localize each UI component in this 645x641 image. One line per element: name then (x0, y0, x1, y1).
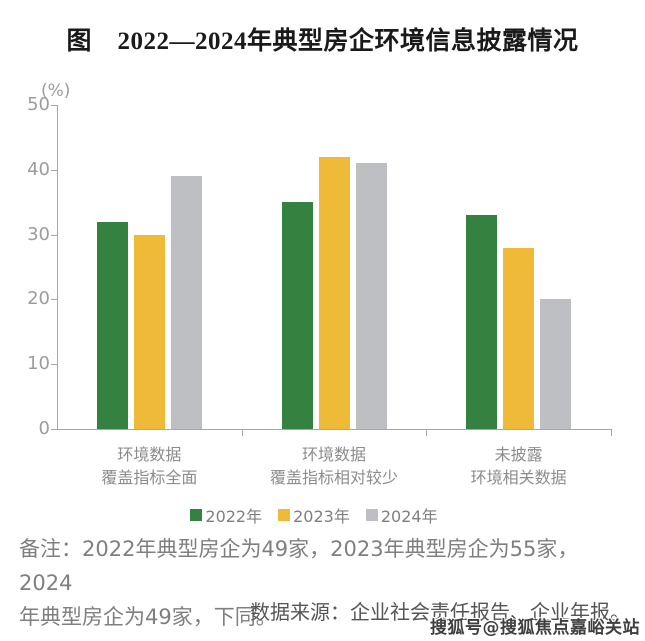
footnote-line-1: 备注：2022年典型房企为49家，2023年典型房企为55家，2024 (19, 537, 579, 595)
bar-2024年-group1 (170, 176, 202, 429)
x-category-label-line: 覆盖指标全面 (101, 468, 198, 487)
x-tick (426, 429, 428, 436)
x-axis-line (57, 429, 612, 430)
bar-2023年-group1 (133, 235, 165, 429)
y-tick (51, 364, 57, 366)
x-category-label-line: 环境相关数据 (470, 468, 567, 487)
legend-label: 2024年 (380, 507, 438, 526)
legend-item-2023年: 2023年 (278, 503, 350, 527)
bar-2022年-group3 (466, 215, 498, 429)
y-tick (51, 429, 57, 430)
footnote: 备注：2022年典型房企为49家，2023年典型房企为55家，2024 年典型房… (19, 532, 631, 634)
legend-item-2024年: 2024年 (365, 503, 438, 527)
x-category-label: 未披露 环境相关数据 (426, 443, 611, 489)
bar-2023年-group3 (503, 248, 535, 429)
chart-legend: 2022年 2023年 2024年 (37, 503, 591, 527)
watermark: 搜狐号@搜狐焦点嘉峪关站 (430, 618, 640, 638)
y-axis-line (57, 105, 58, 430)
chart-title: 图 2022—2024年典型房企环境信息披露情况 (66, 28, 579, 55)
bar-2024年-group2 (355, 163, 387, 429)
y-tick-label: 0 (38, 418, 50, 439)
y-tick (51, 299, 57, 301)
y-tick (51, 234, 57, 236)
y-tick-label: 20 (27, 288, 50, 310)
legend-label: 2022年 (205, 507, 263, 526)
bar-2022年-group1 (96, 222, 128, 429)
y-tick-label: 40 (27, 158, 50, 180)
bar-2022年-group2 (281, 202, 313, 429)
x-category-label: 环境数据覆盖指标相对较少 (242, 443, 427, 489)
x-tick (241, 429, 243, 436)
legend-swatch (365, 509, 378, 521)
legend-swatch (190, 509, 203, 521)
x-category-label-line: 覆盖指标相对较少 (269, 468, 398, 487)
plot-area: 0 10 20 30 40 50 环境数据 覆盖指标全面 环境数据 覆盖指标相对较少 未披露 环境相关… (27, 94, 612, 489)
legend-item-2022年: 2022年 (190, 503, 262, 527)
y-tick-label: 30 (27, 223, 50, 245)
footnote-line-2: 年典型房企为49家，下同。 (19, 605, 277, 629)
x-tick (611, 429, 612, 436)
legend-label: 2023年 (293, 507, 350, 526)
bar-2023年-group2 (318, 157, 350, 429)
legend-swatch (278, 509, 291, 521)
data-source: 数据来源：企业社会责任报告、企业年报。 (250, 600, 630, 624)
y-axis-unit-label: (%) (41, 81, 71, 101)
x-category-label-line: 环境数据 (301, 445, 366, 464)
y-tick (51, 169, 57, 171)
y-tick (51, 105, 57, 106)
y-tick-label: 50 (27, 94, 50, 115)
x-category-label-line: 未披露 (494, 445, 543, 464)
bar-2024年-group3 (540, 299, 572, 429)
x-category-label-line: 环境数据 (117, 445, 182, 464)
y-tick-label: 10 (27, 353, 50, 375)
x-category-label: 环境数据覆盖指标全面 (57, 443, 242, 489)
